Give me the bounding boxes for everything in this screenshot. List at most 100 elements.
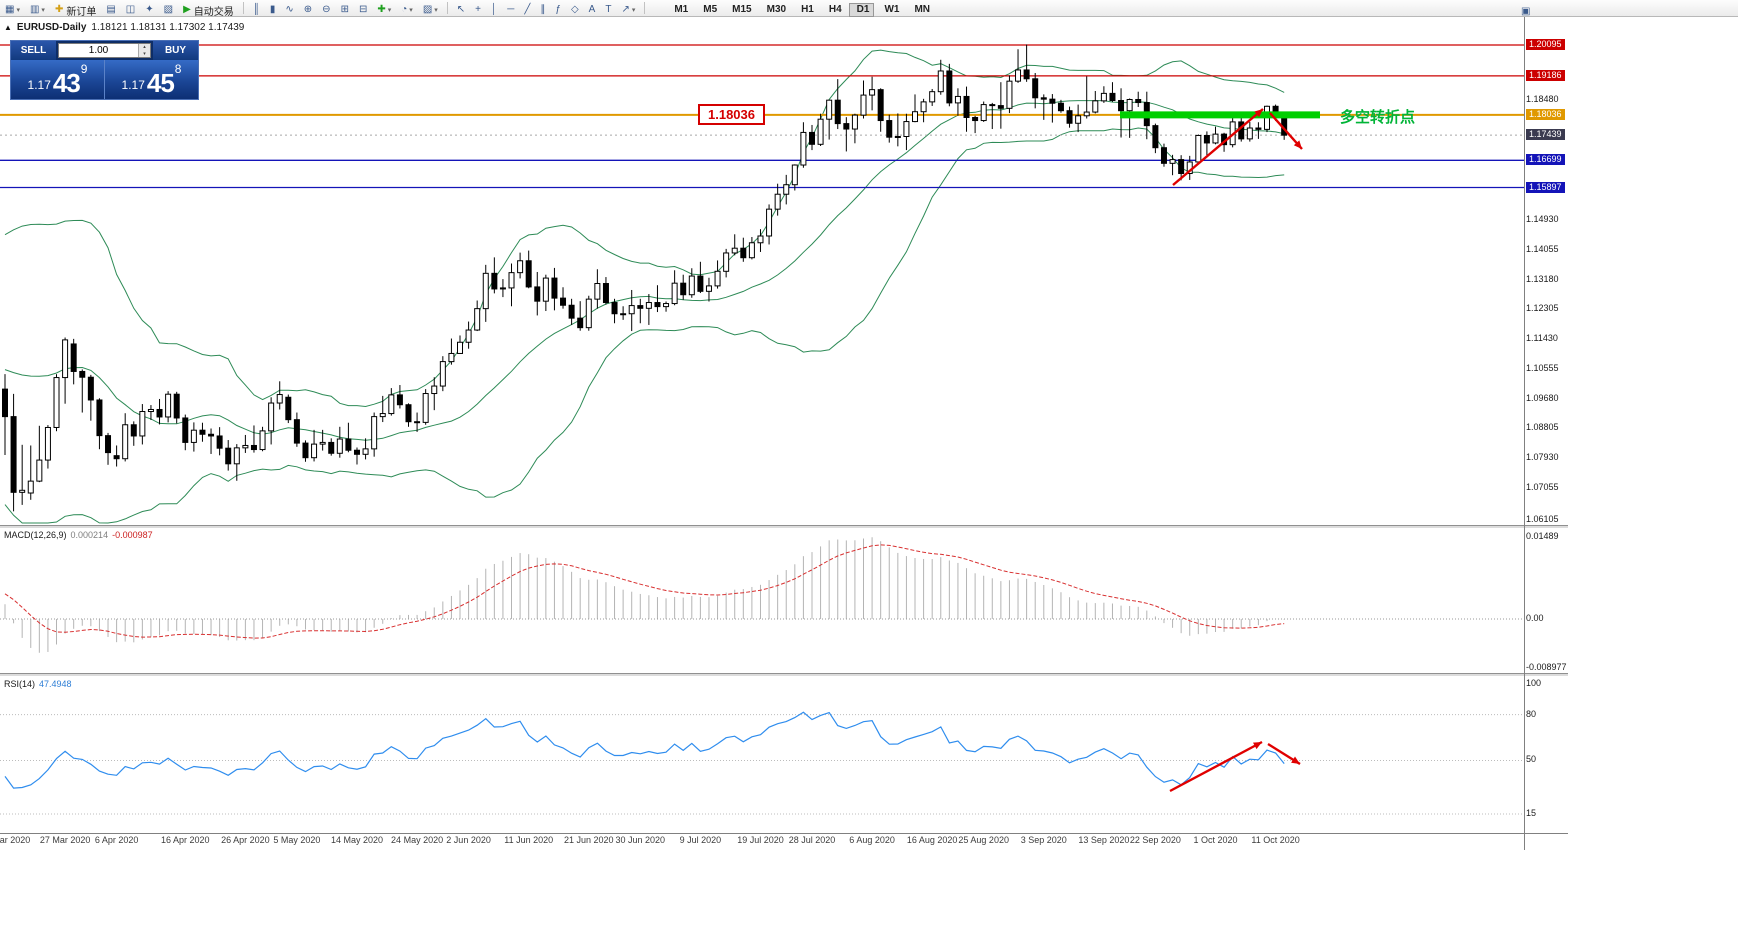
fibonacci-button[interactable]: ƒ bbox=[551, 3, 565, 17]
buy-price-button[interactable]: 1.17 45 8 bbox=[105, 60, 198, 99]
buy-tab[interactable]: BUY bbox=[153, 41, 198, 60]
chevron-down-icon: ▾ bbox=[409, 7, 413, 14]
crosshair-button[interactable]: + bbox=[471, 3, 485, 17]
axis-scale-label: 0.00 bbox=[1526, 613, 1544, 623]
cursor-button[interactable]: ↖ bbox=[453, 3, 469, 17]
rsi-pane bbox=[0, 711, 1524, 815]
axis-scale-label: 1.10555 bbox=[1526, 363, 1559, 373]
macd-name: MACD(12,26,9) bbox=[4, 530, 67, 540]
date-axis-label: 3 Sep 2020 bbox=[1020, 835, 1067, 845]
axis-scale-label: 1.09680 bbox=[1526, 393, 1559, 403]
arrows-button[interactable]: ↗ ▾ bbox=[617, 3, 639, 17]
date-axis-label: 11 Jun 2020 bbox=[504, 835, 554, 845]
axis-scale-label: 50 bbox=[1526, 754, 1537, 764]
sell-tab[interactable]: SELL bbox=[11, 41, 56, 60]
line-chart-button[interactable]: ∿ bbox=[281, 3, 297, 17]
horizontal-line-button[interactable]: ─ bbox=[503, 3, 518, 17]
price-axis[interactable]: 1.18480 1.14930 1.14055 1.13180 1.12305 1.114… bbox=[1526, 16, 1568, 850]
toolbar-group-standard: ▦ ▾ ▥ ▾ ✚ 新订单 ▤ ◫ ✦ ▧ ▶ 自动交易 bbox=[0, 0, 239, 18]
price-level-tag: 1.16699 bbox=[1526, 154, 1565, 165]
text-label-button[interactable]: T bbox=[601, 3, 615, 17]
zoom-in-button[interactable]: ⊕ bbox=[300, 3, 316, 17]
new-order-icon: ✚ bbox=[54, 4, 64, 15]
bollinger-bands bbox=[4, 49, 1285, 524]
data-window-button[interactable]: ◫ bbox=[122, 3, 139, 17]
buy-price-prefix: 1.17 bbox=[121, 78, 145, 92]
axis-scale-label: 80 bbox=[1526, 709, 1537, 719]
timeframe-w1[interactable]: W1 bbox=[876, 3, 904, 17]
timeframe-mn[interactable]: MN bbox=[906, 3, 935, 17]
timeframe-m1[interactable]: M1 bbox=[666, 3, 693, 17]
volume-decrease-button[interactable]: ▾ bbox=[139, 50, 150, 57]
timeframe-h4[interactable]: H4 bbox=[821, 3, 847, 17]
text-icon: A bbox=[588, 4, 596, 15]
timeframe-m15-label: M15 bbox=[732, 4, 752, 15]
chart-title: ▲ EURUSD-Daily 1.18121 1.18131 1.17302 1… bbox=[4, 22, 244, 33]
date-axis-label: 25 Aug 2020 bbox=[958, 835, 1009, 845]
chevron-down-icon: ▾ bbox=[631, 7, 636, 14]
indicators-button[interactable]: ✚ ▾ bbox=[373, 3, 395, 17]
new-order-button[interactable]: ✚ 新订单 bbox=[51, 3, 100, 18]
market-watch-button[interactable]: ▤ bbox=[102, 3, 119, 17]
toolbar-separator bbox=[242, 2, 244, 14]
date-axis-label: 16 Apr 2020 bbox=[161, 835, 210, 845]
trendline-button[interactable]: ╱ bbox=[520, 3, 534, 17]
date-axis-label: 9 Jul 2020 bbox=[679, 835, 722, 845]
timeframe-m5[interactable]: M5 bbox=[695, 3, 722, 17]
turning-point-annotation[interactable]: 多空转折点 bbox=[1340, 109, 1416, 126]
date-axis-label: 1 Oct 2020 bbox=[1193, 835, 1238, 845]
market-watch-icon: ▤ bbox=[106, 4, 116, 15]
autotrading-button[interactable]: ▶ 自动交易 bbox=[179, 3, 238, 18]
autotrading-icon: ▶ bbox=[183, 4, 191, 15]
arrows-icon: ↗ bbox=[621, 4, 630, 15]
collapse-panel-icon[interactable]: ▲ bbox=[4, 23, 12, 32]
price-level-tag: 1.15897 bbox=[1526, 182, 1565, 193]
periods-button[interactable]: ◔ ▾ bbox=[397, 3, 417, 17]
price-callout-annotation[interactable]: 1.18036 bbox=[698, 104, 765, 125]
buy-price-big-digits: 45 bbox=[146, 68, 175, 98]
zoom-out-icon: ⊖ bbox=[322, 4, 331, 15]
chevron-down-icon: ▾ bbox=[41, 7, 45, 14]
cascade-windows-button[interactable]: ⊟ bbox=[355, 3, 371, 17]
navigator-button[interactable]: ✦ bbox=[141, 3, 157, 17]
new-chart-button[interactable]: ▦ ▾ bbox=[1, 3, 24, 17]
bar-chart-button[interactable]: ║ bbox=[249, 3, 264, 17]
one-click-trading-panel: SELL ▴ ▾ BUY 1.17 43 9 1.17 bbox=[10, 40, 199, 100]
zoom-in-icon: ⊕ bbox=[303, 4, 313, 15]
terminal-button[interactable]: ▧ bbox=[160, 3, 177, 17]
date-axis-label: 26 Apr 2020 bbox=[221, 835, 270, 845]
chart-canvas[interactable] bbox=[0, 16, 1568, 850]
axis-scale-label: 1.18480 bbox=[1526, 94, 1559, 104]
date-axis-label: 24 May 2020 bbox=[391, 835, 444, 845]
axis-scale-label: 15 bbox=[1526, 808, 1537, 818]
price-level-tag: 1.20095 bbox=[1526, 39, 1565, 50]
chart-shift-button[interactable]: ▣ bbox=[1517, 5, 1534, 19]
channel-icon: ∥ bbox=[540, 4, 546, 15]
autotrading-button-label: 自动交易 bbox=[193, 6, 234, 18]
timeframe-m15[interactable]: M15 bbox=[724, 3, 756, 17]
sell-price-button[interactable]: 1.17 43 9 bbox=[11, 60, 104, 99]
timeframe-mn-label: MN bbox=[914, 4, 931, 15]
price-level-tag: 1.19186 bbox=[1526, 70, 1565, 81]
vertical-line-button[interactable]: │ bbox=[487, 3, 501, 17]
profiles-button[interactable]: ▥ ▾ bbox=[26, 3, 49, 17]
sell-price-big-digits: 43 bbox=[52, 68, 81, 98]
volume-input[interactable] bbox=[59, 44, 138, 57]
templates-button[interactable]: ▨ ▾ bbox=[419, 3, 442, 17]
timeframe-m30[interactable]: M30 bbox=[759, 3, 791, 17]
rsi-value: 47.4948 bbox=[39, 679, 72, 689]
timeframe-d1[interactable]: D1 bbox=[848, 2, 875, 17]
toolbar-group-window-right: ▣ bbox=[1516, 1, 1535, 19]
channel-button[interactable]: ∥ bbox=[536, 3, 549, 17]
cascade-windows-icon: ⊟ bbox=[358, 4, 368, 15]
candlestick-chart-icon: ▮ bbox=[269, 4, 276, 15]
zoom-out-button[interactable]: ⊖ bbox=[318, 3, 334, 17]
candlestick-chart-button[interactable]: ▮ bbox=[266, 3, 280, 17]
volume-increase-button[interactable]: ▴ bbox=[139, 44, 150, 51]
tile-windows-button[interactable]: ⊞ bbox=[337, 3, 353, 17]
axis-scale-label: 1.14930 bbox=[1526, 214, 1559, 224]
text-button[interactable]: A bbox=[585, 3, 600, 17]
timeframe-h1[interactable]: H1 bbox=[793, 3, 819, 17]
shapes-button[interactable]: ◇ bbox=[567, 3, 583, 17]
